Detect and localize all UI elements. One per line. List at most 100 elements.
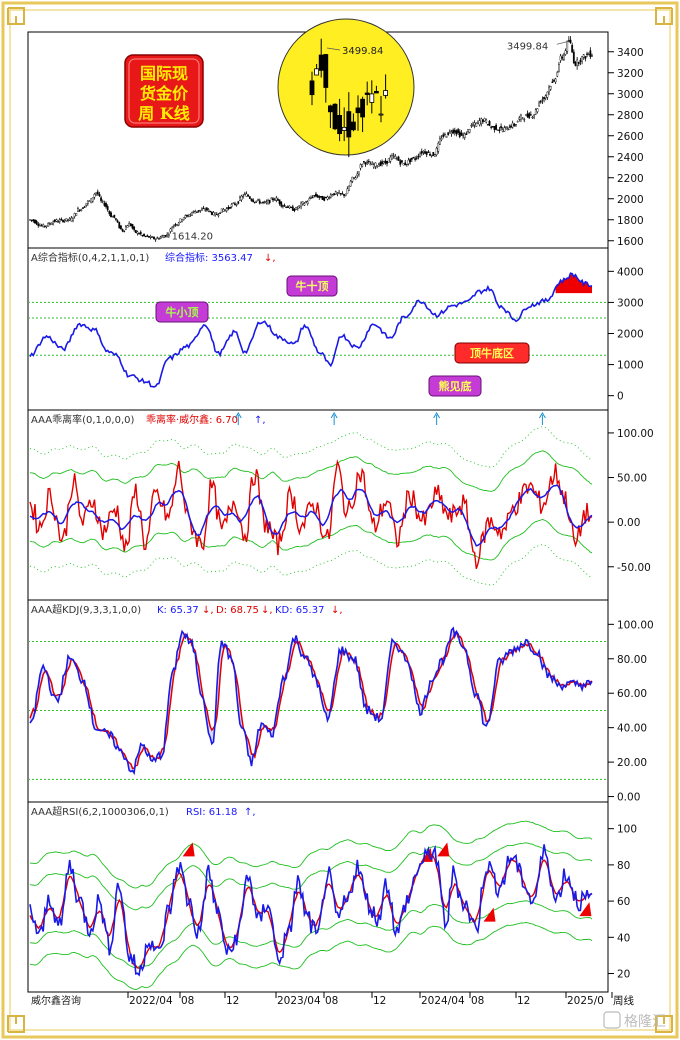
bias-arrow: ↑,	[254, 415, 266, 426]
kdj-tick-label-3: 40.00	[617, 723, 647, 735]
candle-body	[75, 213, 78, 216]
candle-body	[83, 206, 86, 208]
candle-body	[369, 164, 372, 166]
candle-body	[108, 211, 111, 214]
candle-body	[516, 121, 519, 123]
candle-body	[98, 193, 101, 197]
candle-body	[389, 156, 392, 162]
x-tick-label-7: 08	[471, 995, 484, 1007]
candle-body	[553, 80, 555, 82]
candle-body	[472, 124, 474, 126]
candle-body	[558, 64, 560, 72]
candle-body	[561, 56, 564, 59]
candle-body	[270, 197, 273, 200]
x-tick-label-4: 08	[325, 995, 338, 1007]
candle-body	[209, 210, 212, 213]
candle-body	[422, 151, 425, 153]
low-marker-label: 1614.20	[172, 232, 213, 243]
candle-body	[485, 119, 488, 123]
candle-body	[529, 114, 532, 116]
candle-body	[88, 200, 91, 202]
rsi-lower-band	[29, 922, 593, 990]
title-badge: 国际现 货金价 周 K线	[124, 54, 204, 128]
composite-bands	[28, 301, 608, 356]
candle-body	[401, 160, 403, 163]
candle-body	[286, 206, 289, 208]
candle-body	[397, 156, 400, 161]
candle-body	[572, 51, 575, 63]
candle-body	[184, 215, 187, 218]
candle-body	[323, 197, 326, 201]
kdj-tick-label-4: 20.00	[617, 757, 647, 769]
candle-body	[579, 59, 582, 62]
candle-body	[361, 164, 364, 167]
kdj-d-line	[29, 630, 593, 769]
candle-body	[116, 220, 119, 223]
inset-body	[355, 107, 361, 114]
kdj-tick-label-1: 80.00	[617, 654, 647, 666]
candle-body	[197, 210, 200, 212]
candle-body	[511, 122, 514, 128]
price-axis: 3400 3200 3000 2800 2600 2400 2200 2000 1800 1600	[608, 47, 644, 248]
bias-upper-band	[29, 450, 593, 492]
candle-body	[171, 227, 174, 232]
candle-body	[128, 222, 131, 227]
candle-body	[364, 162, 367, 165]
candle-body	[133, 226, 136, 230]
candle-body	[582, 54, 585, 58]
candle-body	[510, 125, 512, 128]
candle-body	[453, 129, 456, 133]
candle-body	[574, 61, 577, 66]
candle-body	[303, 203, 306, 206]
candle-body	[179, 218, 182, 223]
inset-body	[327, 105, 333, 113]
candle-body	[430, 154, 433, 157]
candle-body	[483, 118, 486, 122]
candle-body	[118, 222, 121, 229]
candle-body	[105, 203, 107, 207]
candle-body	[77, 208, 79, 212]
tag-bull-top-text: 牛十顶	[296, 279, 329, 293]
candle-body	[576, 59, 579, 66]
candle-body	[362, 161, 365, 163]
candle-body	[379, 162, 382, 166]
candle-body	[589, 50, 592, 58]
candle-body	[305, 201, 307, 203]
candle-body	[40, 225, 43, 227]
candle-body	[376, 165, 379, 168]
rsi-extreme-fill-4	[579, 902, 592, 917]
candle-body	[101, 200, 104, 203]
kdj-tick-label-0: 100.00	[617, 619, 654, 631]
candle-body	[72, 218, 74, 221]
candle-body	[333, 193, 336, 196]
candle-body	[164, 235, 167, 237]
candle-body	[452, 129, 455, 134]
high-marker-label: 3499.84	[507, 41, 548, 52]
candle-body	[318, 196, 321, 198]
candle-body	[263, 201, 266, 203]
inset-body	[364, 92, 370, 95]
candle-body	[252, 199, 255, 203]
rsi-extreme-fill-0	[182, 842, 195, 857]
candle-body	[37, 223, 40, 226]
candle-body	[272, 198, 274, 201]
candle-body	[564, 50, 567, 55]
candle-body	[415, 157, 418, 159]
inset-leader	[326, 47, 341, 51]
candle-body	[462, 134, 464, 137]
candle-body	[253, 201, 256, 204]
candle-body	[111, 216, 114, 218]
candle-body	[371, 162, 374, 165]
candle-body	[42, 224, 45, 228]
composite-tick-label-2: 2000	[617, 329, 644, 341]
candle-body	[48, 223, 51, 225]
candle-body	[313, 195, 316, 197]
candle-body	[265, 201, 268, 203]
candle-body	[260, 202, 263, 204]
candle-body	[539, 101, 542, 103]
composite-peak-fill	[555, 273, 592, 294]
candle-body	[149, 236, 152, 238]
candle-body	[571, 45, 574, 53]
rsi-smooth-line	[29, 851, 593, 969]
